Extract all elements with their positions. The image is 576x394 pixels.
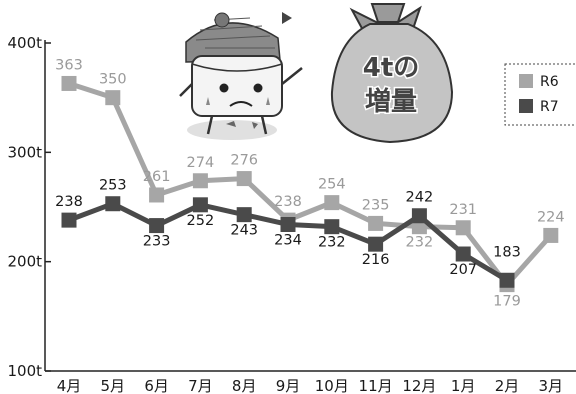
legend-swatch-r7	[519, 99, 533, 113]
data-label: 233	[143, 234, 171, 250]
data-point	[499, 272, 515, 288]
data-point	[411, 208, 427, 224]
data-label: 254	[318, 177, 346, 193]
data-label: 216	[362, 252, 390, 268]
data-label: 350	[99, 72, 127, 88]
data-label: 243	[230, 223, 258, 239]
data-label: 253	[99, 178, 127, 194]
x-tick-label: 11月	[359, 377, 393, 394]
data-point	[236, 207, 252, 223]
data-point	[192, 173, 208, 189]
data-point	[324, 195, 340, 211]
data-label: 238	[55, 194, 83, 210]
data-label: 242	[406, 190, 434, 206]
data-point	[324, 219, 340, 235]
data-label: 232	[406, 235, 434, 251]
data-point	[236, 171, 252, 187]
data-label: 238	[274, 194, 302, 210]
data-point	[368, 215, 384, 231]
data-label: 231	[449, 202, 477, 218]
x-tick-label: 6月	[144, 377, 169, 394]
x-tick-label: 2月	[495, 377, 520, 394]
data-label: 252	[187, 213, 215, 229]
data-point	[105, 90, 121, 106]
legend-label-r7: R7	[540, 99, 559, 115]
series-r7: 238 253 233 252 243 234 232 216 242 207 183	[55, 178, 521, 288]
y-tick-label: 400t	[7, 34, 42, 52]
data-point	[455, 220, 471, 236]
legend: R6 R7	[504, 63, 576, 126]
data-point	[368, 236, 384, 252]
data-point	[543, 227, 559, 243]
y-tick-label: 200t	[7, 253, 42, 271]
series-line	[68, 81, 553, 288]
x-tick-label: 8月	[232, 377, 257, 394]
data-point	[105, 196, 121, 212]
y-axis-ticks: 100t 200t 300t 400t	[7, 34, 51, 380]
data-point	[192, 197, 208, 213]
data-label: 179	[493, 294, 521, 310]
data-label: 232	[318, 235, 346, 251]
data-label: 183	[493, 244, 521, 260]
x-tick-label: 7月	[188, 377, 213, 394]
data-point	[455, 246, 471, 262]
data-label: 363	[55, 57, 83, 73]
y-tick-label: 100t	[7, 362, 42, 380]
badge-line1: 4tの	[363, 53, 420, 83]
data-label: 274	[187, 155, 215, 171]
y-tick-label: 300t	[7, 143, 42, 161]
series-r6: 363 350 261 274 276 238 254 235 232 231 179 224	[55, 57, 564, 309]
x-tick-label: 1月	[451, 377, 476, 394]
x-axis-labels: 4月 5月 6月 7月 8月 9月 10月 11月 12月 1月 2月 3月	[57, 377, 563, 394]
badge-line2: 増量	[365, 87, 417, 117]
data-label: 234	[274, 232, 302, 248]
data-point	[149, 187, 165, 203]
data-label: 207	[449, 262, 477, 278]
data-point	[61, 212, 77, 228]
data-point	[149, 218, 165, 234]
data-point	[280, 216, 296, 232]
data-label: 224	[537, 209, 565, 225]
x-tick-label: 12月	[402, 377, 436, 394]
mascot-illustration	[179, 12, 303, 140]
x-tick-label: 5月	[101, 377, 126, 394]
data-label: 276	[230, 153, 258, 169]
x-tick-label: 9月	[276, 377, 301, 394]
data-label: 235	[362, 197, 390, 213]
x-tick-label: 4月	[57, 377, 82, 394]
data-point	[61, 75, 77, 91]
legend-label-r6: R6	[540, 74, 559, 90]
sack-badge: 4tの 増量	[330, 3, 454, 144]
data-label: 261	[143, 169, 171, 185]
x-tick-label: 10月	[315, 377, 349, 394]
x-tick-label: 3月	[539, 377, 564, 394]
legend-swatch-r6	[519, 74, 533, 88]
